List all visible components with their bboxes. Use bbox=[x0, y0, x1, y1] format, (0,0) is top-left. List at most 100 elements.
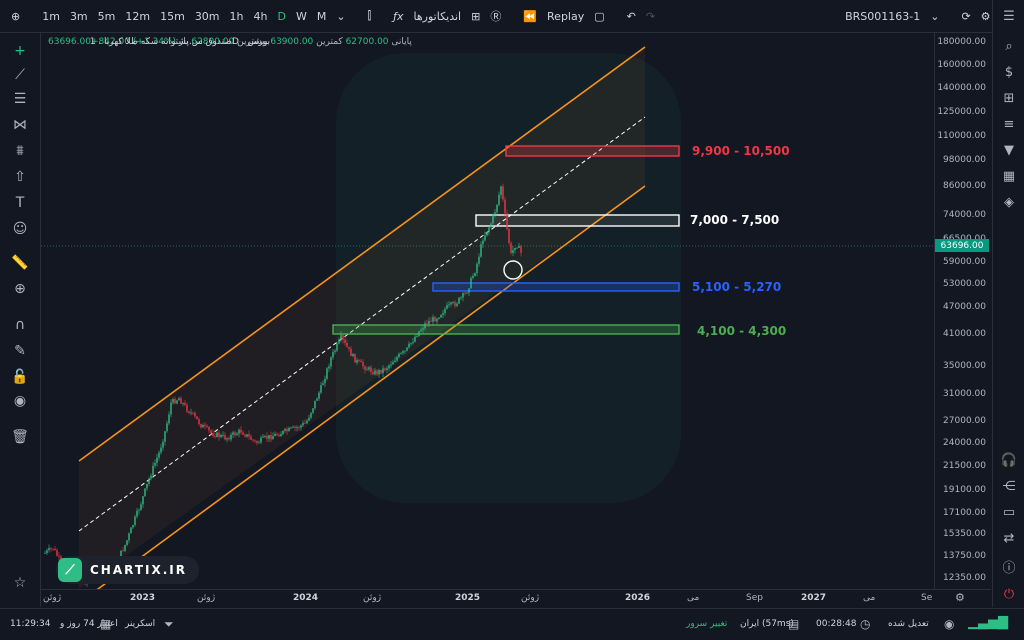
add-alert-icon[interactable]: ⊞ bbox=[1003, 90, 1015, 106]
ruler-icon[interactable]: 📏 bbox=[11, 255, 29, 271]
time-axis[interactable]: ⚙ ژوئن 2023 ژوئن 2024 ژوئن 2025 ژوئن 2026 می Sep 2… bbox=[41, 589, 991, 608]
candle-body bbox=[518, 246, 520, 248]
server-button[interactable]: تغییر سرور bbox=[686, 619, 728, 629]
headset-icon[interactable]: 🎧 bbox=[1000, 452, 1018, 468]
zone-box-red[interactable] bbox=[505, 145, 680, 157]
zoom-in-icon[interactable]: ⊕ bbox=[14, 281, 26, 297]
dollar-icon[interactable]: $ bbox=[1004, 64, 1014, 80]
candle-body bbox=[160, 447, 162, 453]
idea-icon[interactable]: ▼ bbox=[1004, 142, 1014, 158]
calendar-check-icon[interactable]: ▦ bbox=[100, 617, 112, 631]
magnet-icon[interactable]: ∩ bbox=[14, 317, 26, 333]
timeframe-M[interactable]: M bbox=[316, 9, 327, 23]
zone-box-green[interactable] bbox=[332, 324, 680, 335]
candle-body bbox=[182, 403, 184, 404]
price-axis-label: 41000.00 bbox=[943, 329, 986, 339]
sync-icon[interactable]: ⇄ bbox=[1003, 530, 1015, 546]
emoji-icon[interactable]: ☺ bbox=[12, 221, 28, 237]
monitor-icon[interactable]: ▭ bbox=[1002, 504, 1016, 520]
symbol-title[interactable]: صندوق س.پشتوانه سکه طلا کهربا . 1D . بور… bbox=[50, 37, 270, 47]
chart-area[interactable] bbox=[41, 33, 934, 589]
axis-settings-icon[interactable]: ⚙ bbox=[955, 591, 965, 604]
arrow-up-icon[interactable]: ⇧ bbox=[14, 169, 26, 185]
screener-button[interactable]: اسکرینر bbox=[125, 619, 156, 629]
candle-type-icon[interactable]: ⫿ bbox=[367, 9, 372, 22]
candle-body bbox=[252, 439, 254, 441]
circle-marker[interactable] bbox=[503, 260, 523, 280]
timeframe-W[interactable]: W bbox=[295, 9, 307, 23]
timeframe-15m[interactable]: 15m bbox=[160, 9, 185, 23]
candle-body bbox=[268, 435, 270, 439]
search-icon[interactable]: ⌕ bbox=[1005, 38, 1013, 54]
indicators-icon[interactable]: ƒx bbox=[393, 9, 404, 23]
candle-body bbox=[58, 555, 60, 557]
candle-body bbox=[178, 398, 180, 401]
chevron-down-icon[interactable]: ⌄ bbox=[930, 9, 940, 23]
share-icon[interactable]: ⋲ bbox=[1002, 478, 1016, 494]
price-axis-label: 15350.00 bbox=[943, 529, 986, 539]
candle-body bbox=[280, 434, 282, 437]
timeframe-3m[interactable]: 3m bbox=[69, 9, 88, 23]
price-axis-label: 19100.00 bbox=[943, 485, 986, 495]
add-symbol-icon[interactable]: ⊕ bbox=[11, 9, 21, 23]
filter-icon[interactable]: ⏷ bbox=[164, 617, 174, 631]
time-axis-label: ژوئن bbox=[43, 593, 62, 603]
candle-body bbox=[446, 305, 448, 309]
timeframe-5m[interactable]: 5m bbox=[97, 9, 116, 23]
fullscreen-icon[interactable]: ▢ bbox=[594, 9, 605, 23]
alert-icon[interactable]: Ⓡ bbox=[490, 10, 502, 23]
undo-icon[interactable]: ↶ bbox=[626, 9, 636, 23]
timeframe-12m[interactable]: 12m bbox=[125, 9, 151, 23]
trendline-icon[interactable]: ⟋ bbox=[15, 67, 25, 83]
timeframe-30m[interactable]: 30m bbox=[194, 9, 220, 23]
trash-icon[interactable]: 🗑 bbox=[11, 429, 29, 445]
zone-box-blue[interactable] bbox=[432, 282, 680, 292]
time-axis-label: Sep bbox=[746, 593, 763, 603]
candle-body bbox=[288, 427, 290, 432]
signal-icon: ▁▃▅▇ bbox=[968, 615, 1008, 630]
crosshair-icon[interactable]: + bbox=[14, 43, 26, 59]
timeframe-D[interactable]: D bbox=[277, 9, 286, 23]
indicators-button[interactable]: اندیکاتورها bbox=[413, 9, 462, 23]
zone-label-white: 7,000 - 7,500 bbox=[690, 213, 780, 227]
candle-body bbox=[190, 412, 192, 414]
menu-icon[interactable]: ☰ bbox=[1003, 8, 1015, 24]
news-icon[interactable]: ≡ bbox=[1003, 116, 1015, 132]
templates-icon[interactable]: ⊞ bbox=[471, 9, 481, 23]
rewind-icon[interactable]: ⏪ bbox=[523, 9, 538, 23]
channel-upper-line[interactable] bbox=[78, 46, 646, 462]
channel-lower-line[interactable] bbox=[79, 185, 646, 589]
price-axis[interactable]: 180000.00 160000.00 140000.00 125000.00 1100… bbox=[934, 33, 992, 589]
timeframe-1m[interactable]: 1m bbox=[42, 9, 60, 23]
info-icon[interactable]: ⓘ bbox=[1002, 560, 1016, 576]
redo-icon[interactable]: ↷ bbox=[645, 9, 656, 23]
eye-icon[interactable]: ◉ bbox=[944, 617, 955, 631]
star-icon[interactable]: ☆ bbox=[13, 575, 27, 591]
eye-icon[interactable]: ◉ bbox=[13, 393, 27, 409]
zone-box-white[interactable] bbox=[475, 214, 680, 227]
projection-icon[interactable]: ⩩ bbox=[16, 143, 24, 159]
timeframe-4h[interactable]: 4h bbox=[253, 9, 268, 23]
layers-icon[interactable]: ◈ bbox=[1004, 194, 1014, 210]
power-icon[interactable]: ⏻ bbox=[1003, 586, 1015, 602]
lock-icon[interactable]: 🔓 bbox=[11, 369, 29, 385]
channel-mid-line[interactable] bbox=[78, 116, 646, 532]
candle-body bbox=[48, 547, 50, 551]
price-axis-label: 35000.00 bbox=[943, 361, 986, 371]
candle-body bbox=[356, 360, 358, 363]
candle-body bbox=[484, 235, 486, 241]
lock-drawing-icon[interactable]: ✎ bbox=[14, 343, 26, 359]
compare-icon[interactable]: ⟳ bbox=[961, 9, 971, 23]
chevron-down-icon[interactable]: ⌄ bbox=[336, 9, 346, 23]
timeframe-1h[interactable]: 1h bbox=[229, 9, 244, 23]
calendar-icon[interactable]: ▦ bbox=[1002, 168, 1016, 184]
price-axis-label: 13750.00 bbox=[943, 551, 986, 561]
symbol-selector[interactable]: BRS001163-1 bbox=[845, 9, 921, 23]
fib-icon[interactable]: ☰ bbox=[13, 91, 27, 107]
pattern-icon[interactable]: ⋈ bbox=[13, 117, 27, 133]
replay-button[interactable]: Replay bbox=[547, 9, 585, 23]
text-icon[interactable]: T bbox=[15, 195, 25, 211]
gear-icon[interactable]: ⚙ bbox=[980, 9, 991, 23]
candle-body bbox=[142, 496, 144, 505]
adjusted-button[interactable]: تعدیل شده bbox=[888, 619, 929, 629]
